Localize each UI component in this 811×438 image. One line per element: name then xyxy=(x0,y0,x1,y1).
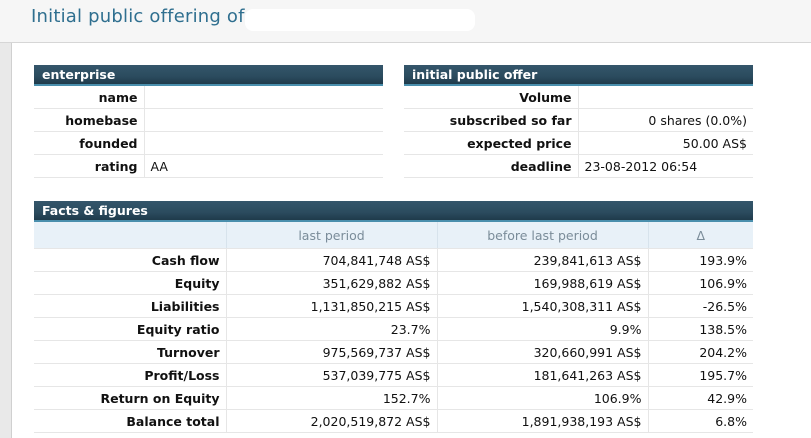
delta-cell: 106.9% xyxy=(647,271,753,295)
before-last-period-cell: 106.9% xyxy=(436,386,648,410)
row-label: founded xyxy=(34,131,144,155)
facts-header: Facts & figures xyxy=(34,201,753,222)
column-header: before last period xyxy=(436,222,648,249)
table-row: name xyxy=(34,86,383,109)
enterprise-table: name homebase founded rating AA xyxy=(34,86,383,178)
row-label: Return on Equity xyxy=(34,386,226,410)
last-period-cell: 2,020,519,872 AS$ xyxy=(225,409,437,433)
before-last-period-cell: 9.9% xyxy=(436,317,648,341)
before-last-period-cell: 1,540,308,311 AS$ xyxy=(436,294,648,318)
before-last-period-cell: 1,891,938,193 AS$ xyxy=(436,409,648,433)
ipo-header: initial public offer xyxy=(404,65,753,86)
main-content: enterprise name homebase founded rating … xyxy=(11,43,811,438)
row-label: homebase xyxy=(34,108,144,132)
table-row: founded xyxy=(34,131,383,155)
row-label: Liabilities xyxy=(34,294,226,318)
last-period-cell: 975,569,737 AS$ xyxy=(225,340,437,364)
table-row: Cash flow 704,841,748 AS$ 239,841,613 AS… xyxy=(34,248,753,272)
row-label: Profit/Loss xyxy=(34,363,226,387)
row-value: 50.00 AS$ xyxy=(577,131,753,155)
row-value xyxy=(143,131,383,155)
last-period-cell: 351,629,882 AS$ xyxy=(225,271,437,295)
table-row: homebase xyxy=(34,108,383,132)
table-row: Profit/Loss 537,039,775 AS$ 181,641,263 … xyxy=(34,363,753,387)
enterprise-panel: enterprise name homebase founded rating … xyxy=(34,65,383,178)
delta-cell: 204.2% xyxy=(647,340,753,364)
delta-cell: -26.5% xyxy=(647,294,753,318)
title-bar: Initial public offering of xyxy=(0,0,811,43)
row-label: rating xyxy=(34,154,144,178)
row-value: 23-08-2012 06:54 xyxy=(577,154,753,178)
table-row: Volume xyxy=(404,86,753,109)
delta-cell: 138.5% xyxy=(647,317,753,341)
table-row: Equity 351,629,882 AS$ 169,988,619 AS$ 1… xyxy=(34,271,753,295)
table-header-row: last period before last period Δ xyxy=(34,222,753,249)
row-value xyxy=(143,86,383,109)
table-row: Return on Equity 152.7% 106.9% 42.9% xyxy=(34,386,753,410)
column-header: last period xyxy=(225,222,437,249)
ipo-table: Volume subscribed so far 0 shares (0.0%)… xyxy=(404,86,753,178)
delta-cell: 42.9% xyxy=(647,386,753,410)
column-header: Δ xyxy=(647,222,753,249)
facts-table: last period before last period Δ Cash fl… xyxy=(34,222,753,433)
row-label: Equity xyxy=(34,271,226,295)
page-title: Initial public offering of xyxy=(31,6,245,27)
row-value: AA xyxy=(143,154,383,178)
delta-cell: 6.8% xyxy=(647,409,753,433)
row-label: Balance total xyxy=(34,409,226,433)
enterprise-header: enterprise xyxy=(34,65,383,86)
table-row: deadline 23-08-2012 06:54 xyxy=(404,154,753,178)
before-last-period-cell: 181,641,263 AS$ xyxy=(436,363,648,387)
row-label: Equity ratio xyxy=(34,317,226,341)
ipo-panel: initial public offer Volume subscribed s… xyxy=(404,65,753,178)
row-label: name xyxy=(34,86,144,109)
last-period-cell: 704,841,748 AS$ xyxy=(225,248,437,272)
table-row: expected price 50.00 AS$ xyxy=(404,131,753,155)
redaction-mark xyxy=(245,9,475,31)
row-value xyxy=(143,108,383,132)
table-row: Equity ratio 23.7% 9.9% 138.5% xyxy=(34,317,753,341)
table-row: Turnover 975,569,737 AS$ 320,660,991 AS$… xyxy=(34,340,753,364)
row-label: Volume xyxy=(404,86,578,109)
row-value xyxy=(577,86,753,109)
delta-cell: 193.9% xyxy=(647,248,753,272)
before-last-period-cell: 320,660,991 AS$ xyxy=(436,340,648,364)
table-row: Balance total 2,020,519,872 AS$ 1,891,93… xyxy=(34,409,753,433)
row-label: Turnover xyxy=(34,340,226,364)
row-label: subscribed so far xyxy=(404,108,578,132)
before-last-period-cell: 239,841,613 AS$ xyxy=(436,248,648,272)
row-value: 0 shares (0.0%) xyxy=(577,108,753,132)
row-label: Cash flow xyxy=(34,248,226,272)
last-period-cell: 1,131,850,215 AS$ xyxy=(225,294,437,318)
column-header xyxy=(34,222,226,249)
table-row: Liabilities 1,131,850,215 AS$ 1,540,308,… xyxy=(34,294,753,318)
table-row: subscribed so far 0 shares (0.0%) xyxy=(404,108,753,132)
row-label: expected price xyxy=(404,131,578,155)
delta-cell: 195.7% xyxy=(647,363,753,387)
table-row: rating AA xyxy=(34,154,383,178)
last-period-cell: 23.7% xyxy=(225,317,437,341)
last-period-cell: 152.7% xyxy=(225,386,437,410)
last-period-cell: 537,039,775 AS$ xyxy=(225,363,437,387)
row-label: deadline xyxy=(404,154,578,178)
before-last-period-cell: 169,988,619 AS$ xyxy=(436,271,648,295)
facts-panel: Facts & figures last period before last … xyxy=(34,201,753,433)
